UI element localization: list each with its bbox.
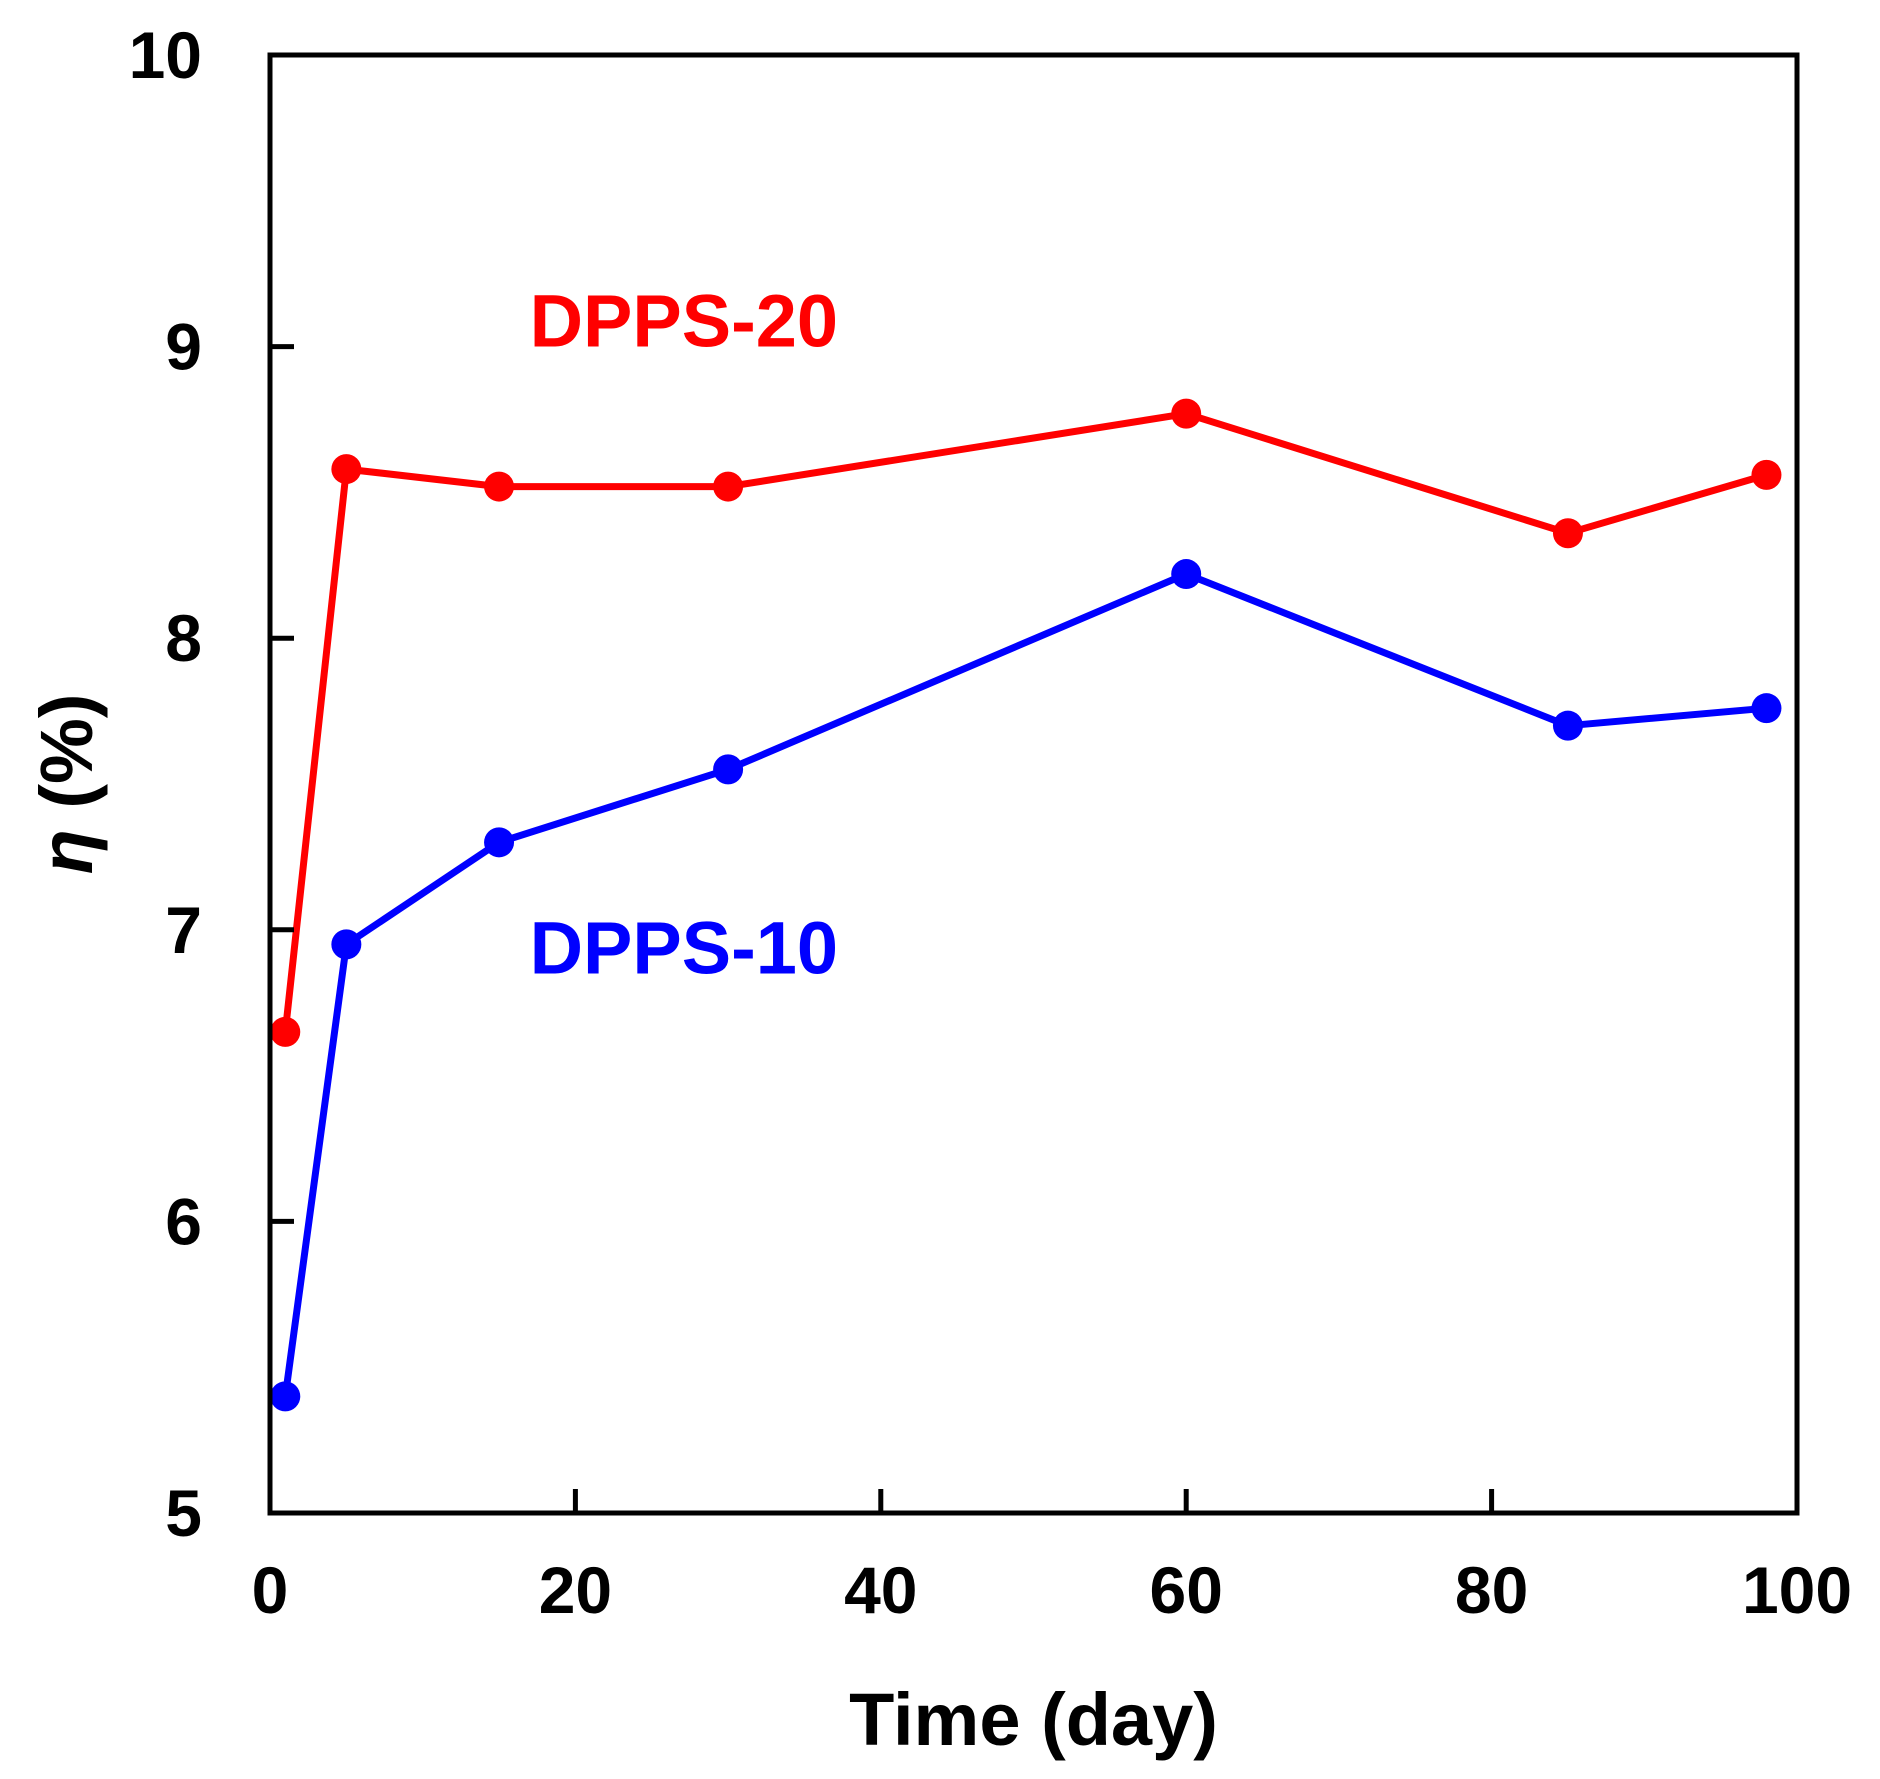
data-point-dpps-20 bbox=[1751, 459, 1782, 490]
x-tick-label: 0 bbox=[252, 1553, 289, 1627]
data-point-dpps-10 bbox=[1552, 710, 1583, 741]
y-tick-label: 10 bbox=[129, 18, 202, 92]
data-point-dpps-20 bbox=[484, 471, 515, 502]
y-axis-title: η (%) bbox=[25, 694, 108, 875]
y-axis-title-symbol: η bbox=[25, 829, 108, 874]
data-point-dpps-10 bbox=[1751, 693, 1782, 724]
series-labels: DPPS-20 DPPS-10 bbox=[530, 280, 838, 990]
y-tick-label: 9 bbox=[165, 310, 202, 384]
plot-frame bbox=[267, 52, 1800, 1516]
data-point-dpps-20 bbox=[1552, 518, 1583, 549]
data-point-dpps-10 bbox=[713, 754, 744, 785]
series-label-dpps-10: DPPS-10 bbox=[530, 907, 838, 990]
y-axis-title-unit: (%) bbox=[25, 694, 108, 830]
data-point-dpps-10 bbox=[484, 827, 515, 858]
y-tick-label: 8 bbox=[165, 601, 202, 675]
data-point-dpps-20 bbox=[713, 471, 744, 502]
y-axis: 5 6 7 8 9 10 bbox=[129, 18, 294, 1550]
data-point-dpps-10 bbox=[1171, 559, 1202, 590]
data-point-dpps-10 bbox=[331, 929, 362, 960]
x-tick-label: 40 bbox=[844, 1553, 917, 1627]
x-tick-label: 20 bbox=[539, 1553, 612, 1627]
series-layer bbox=[270, 398, 1782, 1412]
x-axis: 0 20 40 60 80 100 bbox=[252, 1489, 1852, 1627]
x-tick-label: 60 bbox=[1149, 1553, 1222, 1627]
x-axis-title: Time (day) bbox=[849, 1678, 1218, 1761]
data-point-dpps-20 bbox=[270, 1016, 301, 1047]
y-tick-label: 5 bbox=[165, 1476, 202, 1550]
y-tick-label: 6 bbox=[165, 1184, 202, 1258]
x-tick-label: 80 bbox=[1455, 1553, 1528, 1627]
x-tick-label: 100 bbox=[1742, 1553, 1852, 1627]
series-label-dpps-20: DPPS-20 bbox=[530, 280, 838, 363]
data-point-dpps-20 bbox=[1171, 398, 1202, 429]
data-point-dpps-10 bbox=[270, 1381, 301, 1412]
data-point-dpps-20 bbox=[331, 454, 362, 485]
y-tick-label: 7 bbox=[165, 893, 202, 967]
